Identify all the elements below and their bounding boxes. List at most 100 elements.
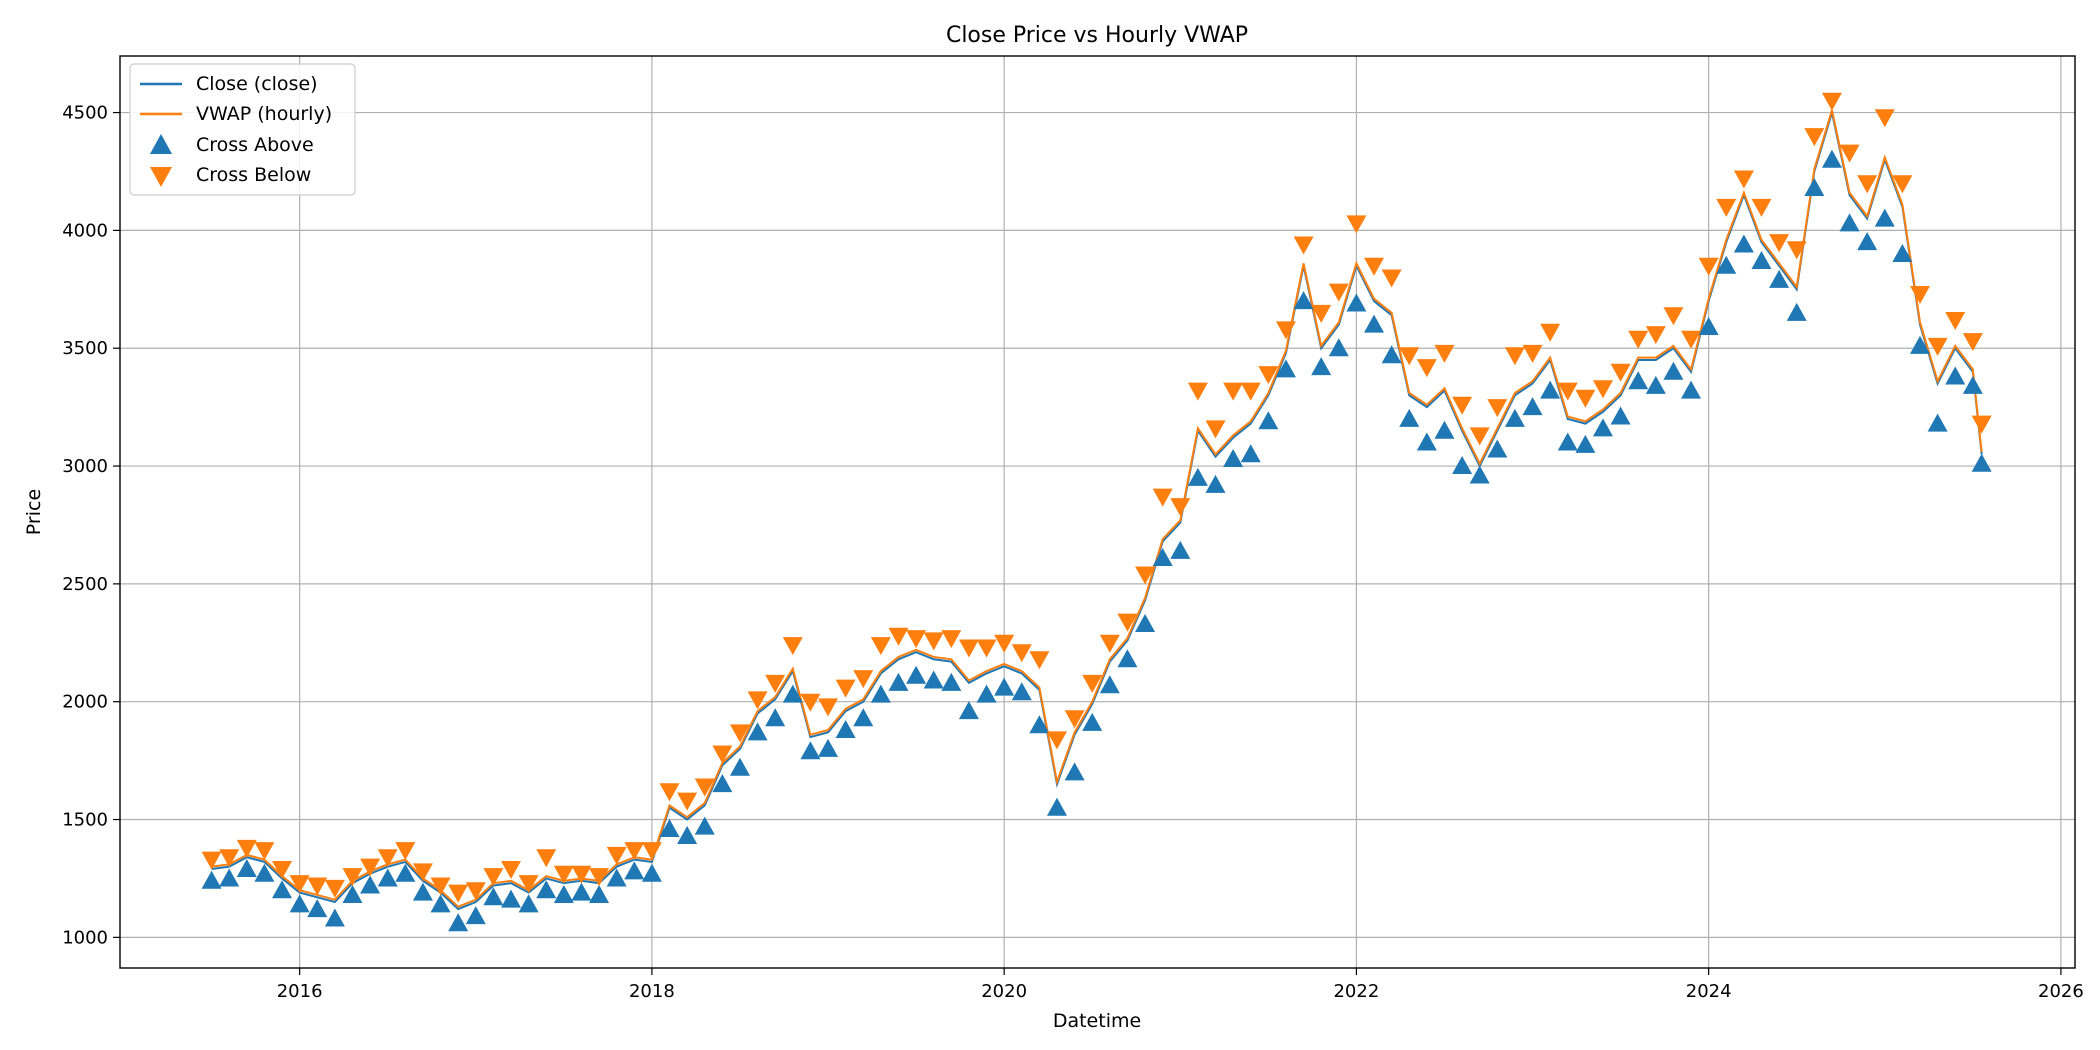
cross-above-marker	[1293, 291, 1314, 310]
cross-above-marker	[1152, 547, 1173, 566]
cross-above-marker	[1346, 293, 1367, 312]
cross-below-marker	[501, 861, 521, 880]
cross-below-marker	[853, 670, 874, 689]
grid-lines	[120, 56, 2075, 968]
cross-above-marker	[1170, 540, 1191, 559]
cross-above-marker	[729, 757, 750, 776]
legend-swatch-triangle-up-icon	[150, 134, 172, 154]
legend-item-close: Close (close)	[140, 73, 318, 95]
cross-below-marker	[1857, 175, 1878, 194]
cross-above-marker	[412, 882, 433, 901]
cross-below-marker	[307, 877, 328, 896]
legend-label-cross-below: Cross Below	[196, 164, 311, 186]
legend-item-cross-below: Cross Below	[150, 164, 311, 187]
cross-above-marker	[1857, 232, 1878, 251]
cross-below-marker	[1364, 257, 1385, 276]
cross-below-marker	[1452, 396, 1473, 415]
x-tick-label: 2026	[2038, 981, 2084, 1002]
cross-below-marker	[518, 875, 539, 894]
cross-above-marker	[1592, 418, 1613, 437]
cross-below-marker	[1381, 269, 1402, 288]
cross-below-marker	[835, 679, 856, 698]
x-tick-label: 2024	[1686, 981, 1732, 1002]
y-axis-ticks: 1000 1500 2000 2500 3000 3500 4000 4500	[62, 103, 120, 948]
cross-above-marker	[1046, 797, 1067, 816]
cross-above-marker	[1469, 465, 1490, 484]
cross-above-marker	[1205, 474, 1226, 493]
y-tick-label: 3000	[62, 456, 108, 477]
cross-below-marker	[906, 630, 927, 649]
cross-above-marker	[1381, 345, 1402, 364]
cross-above-marker	[571, 882, 592, 901]
cross-above-marker	[289, 894, 310, 913]
cross-above-marker	[641, 863, 662, 882]
cross-above-marker	[1663, 361, 1684, 380]
cross-below-marker	[448, 884, 469, 903]
cross-above-marker	[1874, 208, 1895, 227]
cross-below-marker	[1681, 330, 1702, 349]
cross-above-marker	[307, 899, 328, 918]
cross-below-marker	[1522, 344, 1543, 363]
cross-above-marker	[1029, 715, 1050, 734]
cross-above-marker	[1240, 444, 1261, 463]
legend-item-cross-above: Cross Above	[150, 134, 314, 156]
cross-below-marker	[483, 868, 504, 887]
cross-above-marker	[360, 875, 381, 894]
cross-below-marker	[659, 783, 680, 802]
cross-above-marker	[272, 880, 293, 899]
cross-above-marker	[1399, 408, 1420, 427]
cross-below-marker	[1434, 344, 1455, 363]
cross-above-marker	[747, 722, 768, 741]
cross-below-marker	[272, 861, 293, 880]
cross-below-marker	[1504, 347, 1525, 366]
cross-below-marker	[729, 724, 750, 743]
cross-below-marker	[1293, 236, 1314, 255]
x-tick-label: 2020	[981, 981, 1027, 1002]
cross-below-marker	[1205, 420, 1226, 439]
cross-below-marker	[1628, 330, 1649, 349]
cross-below-marker	[782, 637, 803, 656]
cross-above-marker	[1628, 371, 1649, 390]
cross-below-marker	[1786, 241, 1807, 260]
cross-below-marker	[1487, 399, 1508, 418]
cross-above-marker	[870, 684, 891, 703]
cross-below-marker	[360, 858, 381, 877]
cross-above-marker	[1117, 649, 1138, 668]
cross-below-marker	[1223, 382, 1244, 401]
cross-below-marker	[624, 842, 645, 861]
cross-below-marker	[324, 879, 345, 898]
cross-below-marker	[712, 745, 733, 764]
cross-below-marker	[1469, 427, 1490, 446]
cross-above-marker	[800, 741, 821, 760]
cross-above-marker	[712, 774, 733, 793]
cross-above-marker	[342, 884, 363, 903]
cross-above-marker	[1786, 302, 1807, 321]
cross-above-marker	[1452, 456, 1473, 475]
cross-above-marker	[1962, 375, 1983, 394]
y-tick-label: 4500	[62, 103, 108, 124]
cross-below-marker	[589, 868, 610, 887]
cross-above-marker	[994, 677, 1015, 696]
cross-below-marker	[1011, 644, 1032, 663]
cross-below-marker	[818, 698, 839, 717]
cross-above-marker	[395, 863, 416, 882]
y-tick-label: 3500	[62, 338, 108, 359]
cross-below-marker	[289, 875, 310, 894]
plot-area	[201, 92, 1992, 932]
y-axis-label: Price	[23, 489, 45, 535]
legend-item-vwap: VWAP (hourly)	[140, 103, 332, 125]
cross-below-marker	[941, 630, 962, 649]
cross-below-marker	[1275, 321, 1296, 340]
cross-below-marker	[870, 637, 891, 656]
cross-above-marker	[1575, 434, 1596, 453]
cross-above-marker	[1364, 314, 1385, 333]
cross-below-marker	[1135, 566, 1156, 585]
cross-above-marker	[941, 672, 962, 691]
cross-below-marker	[888, 627, 909, 646]
legend-label-close: Close (close)	[196, 73, 318, 95]
legend-swatch-triangle-down-icon	[150, 167, 172, 187]
x-tick-label: 2018	[629, 981, 675, 1002]
cross-below-marker	[958, 639, 979, 658]
cross-below-marker	[1311, 304, 1332, 323]
